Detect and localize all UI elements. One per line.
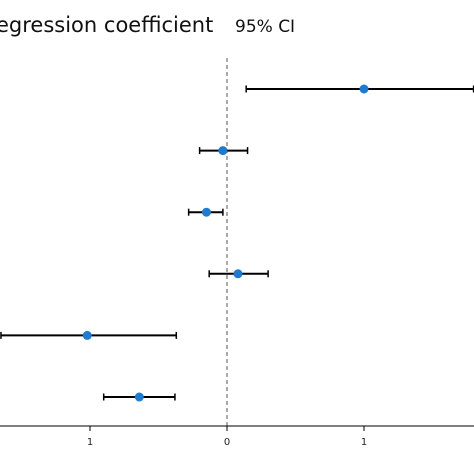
x-tick-label: 1 (361, 437, 367, 448)
point-estimate (359, 84, 369, 94)
estimate-row (245, 84, 474, 94)
point-estimate (233, 269, 243, 279)
x-tick-label: 1 (87, 437, 93, 448)
plot-marks (0, 84, 474, 402)
estimate-row (0, 330, 178, 340)
point-estimate (134, 392, 144, 402)
estimate-row (102, 392, 176, 402)
estimate-row (198, 146, 249, 156)
x-tick-label: 0 (224, 437, 230, 448)
point-estimate (201, 207, 211, 217)
x-axis: 1 0 1 (0, 425, 474, 448)
estimate-row (208, 269, 269, 279)
point-estimate (82, 330, 92, 340)
estimate-row (187, 207, 224, 217)
point-estimate (218, 146, 228, 156)
chart-title: egression coefficient (0, 13, 213, 37)
chart-subtitle: 95% CI (235, 17, 295, 37)
